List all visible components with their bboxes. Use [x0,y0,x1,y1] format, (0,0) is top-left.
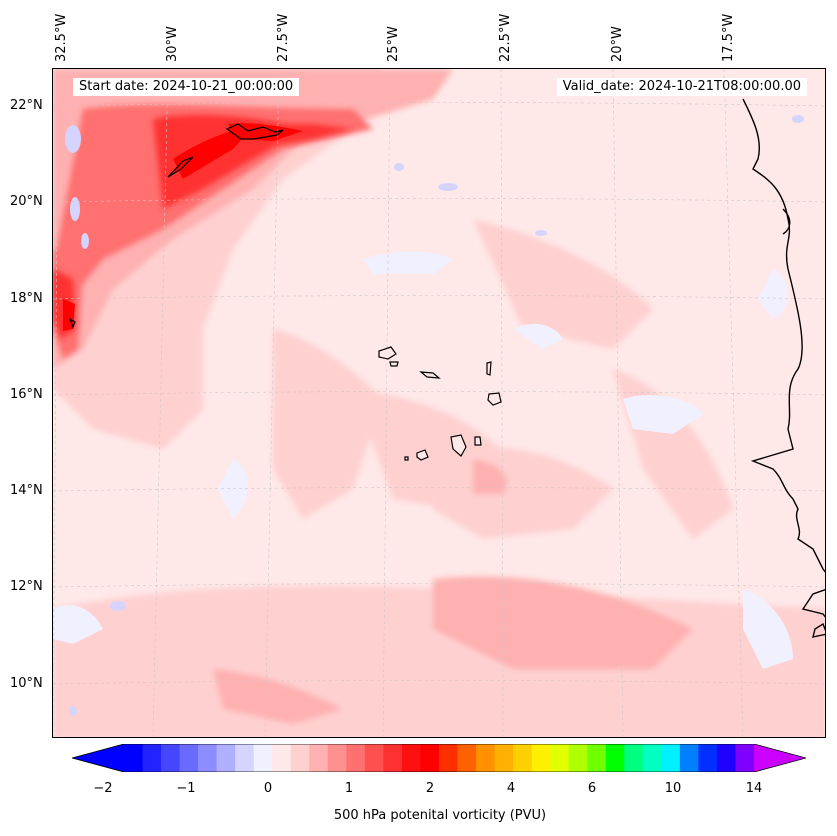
map-panel: Start date: 2024-10-21_00:00:00 Valid_da… [52,68,826,738]
colorbar-segment [679,744,699,772]
colorbar-segment [531,744,551,772]
colorbar-segment [346,744,366,772]
valid-date-label: Valid_date: 2024-10-21T08:00:00.00 [556,78,807,96]
colorbar-segment [457,744,477,772]
cb-tick-2: 2 [425,781,435,796]
colorbar-segment [420,744,440,772]
colorbar-min-arrow [72,744,124,772]
cb-tick-neg1: −1 [176,781,196,796]
colorbar-segment [198,744,218,772]
colorbar-label: 500 hPa potenital vorticity (PVU) [333,808,547,823]
colorbar-segment [124,744,144,772]
colorbar-segment [383,744,403,772]
colorbar-segment [716,744,736,772]
lon-label-22-5w: 22.5°W [498,13,513,62]
start-date-label: Start date: 2024-10-21_00:00:00 [73,78,300,96]
colorbar-segment [253,744,273,772]
colorbar-segment [568,744,588,772]
cb-tick-neg2: −2 [93,781,113,796]
lon-label-20w: 20°W [610,26,625,62]
colorbar-segment [661,744,681,772]
cb-tick-0: 0 [263,781,273,796]
colorbar-segment [550,744,570,772]
colorbar-segment [735,744,755,772]
colorbar-segment [216,744,236,772]
colorbar-segment [290,744,310,772]
lat-label-18n: 18°N [10,291,43,306]
colorbar-segment [272,744,292,772]
colorbar-segment [642,744,662,772]
colorbar-segment [605,744,625,772]
lat-label-12n: 12°N [10,579,43,594]
cb-tick-14: 14 [745,781,763,796]
lat-label-10n: 10°N [10,676,43,691]
colorbar-segment [327,744,347,772]
lon-label-25w: 25°W [386,26,401,62]
lat-label-22n: 22°N [10,98,43,113]
lat-label-16n: 16°N [10,387,43,402]
cb-tick-4: 4 [506,781,516,796]
colorbar-segment [161,744,181,772]
colorbar-segment [364,744,384,772]
lat-label-20n: 20°N [10,194,43,209]
colorbar-segment [476,744,496,772]
colorbar-segment [439,744,459,772]
cb-tick-10: 10 [664,781,682,796]
colorbar-segment [309,744,329,772]
lon-label-27-5w: 27.5°W [276,13,291,62]
colorbar-segment [142,744,162,772]
colorbar-segment [624,744,644,772]
colorbar-segment [179,744,199,772]
lon-label-17-5w: 17.5°W [721,13,736,62]
cb-tick-6: 6 [587,781,597,796]
colorbar [72,744,806,772]
colorbar-segment [513,744,533,772]
lon-label-32-5w: 32.5°W [54,13,69,62]
lat-label-14n: 14°N [10,483,43,498]
colorbar-segment [698,744,718,772]
lon-label-30w: 30°W [165,26,180,62]
colorbar-segment [401,744,421,772]
colorbar-segment [235,744,255,772]
colorbar-segment [494,744,514,772]
colorbar-segment [587,744,607,772]
colorbar-max-arrow [754,744,806,772]
pv-field [53,69,825,737]
cb-tick-1: 1 [344,781,354,796]
